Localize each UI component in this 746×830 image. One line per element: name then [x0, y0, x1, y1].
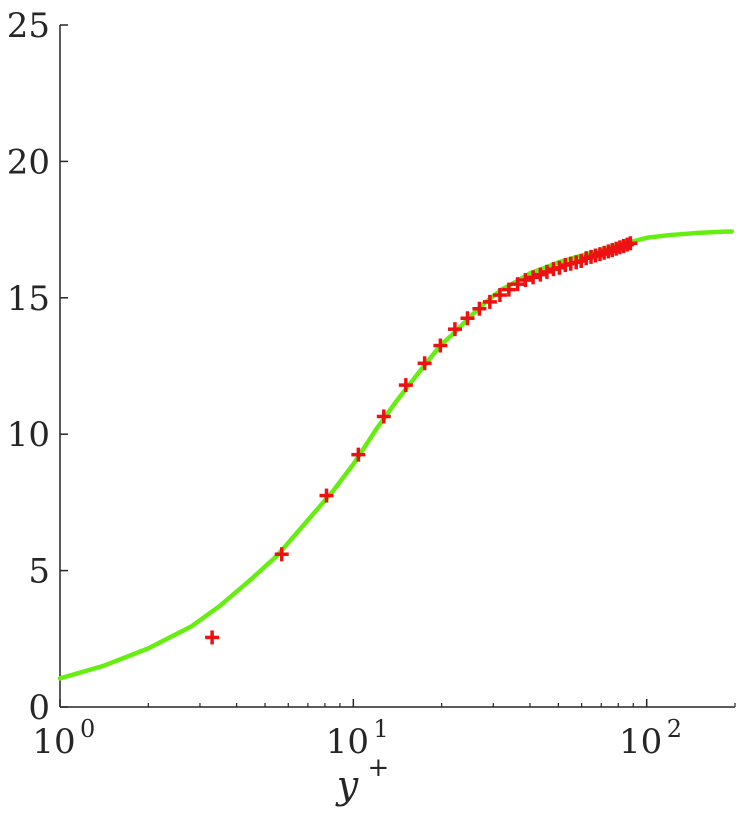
- data-point-marker: [376, 409, 391, 424]
- y-tick-label: 15: [7, 279, 50, 319]
- data-point-marker: [205, 630, 220, 645]
- data-point-marker: [510, 277, 525, 292]
- y-tick-label: 25: [7, 6, 50, 46]
- x-tick-exponent: 1: [373, 715, 388, 743]
- data-point-marker: [472, 301, 487, 316]
- x-tick-label: 10: [619, 722, 662, 762]
- y-tick-label: 0: [28, 688, 50, 728]
- x-tick-exponent: 2: [667, 715, 682, 743]
- data-point-marker: [351, 447, 366, 462]
- data-point-marker: [533, 267, 548, 282]
- series-line: [57, 229, 735, 681]
- data-point-marker: [274, 547, 289, 562]
- y-tick-label: 5: [28, 552, 50, 592]
- data-point-marker: [492, 288, 507, 303]
- data-point-marker: [433, 338, 448, 353]
- data-point-marker: [319, 488, 334, 503]
- data-point-marker: [518, 273, 533, 288]
- data-point-marker: [623, 236, 638, 251]
- data-point-marker: [501, 282, 516, 297]
- data-point-marker: [460, 311, 475, 326]
- x-tick-label: 10: [326, 722, 369, 762]
- x-axis-label: y: [335, 763, 359, 807]
- data-point-marker: [447, 322, 462, 337]
- data-point-marker: [398, 378, 413, 393]
- data-point-marker: [539, 264, 554, 279]
- data-point-marker: [526, 270, 541, 285]
- data-point-marker: [417, 356, 432, 371]
- data-point-marker: [482, 294, 497, 309]
- x-tick-label: 10: [32, 722, 75, 762]
- y-tick-label: 20: [7, 142, 50, 182]
- y-tick-label: 10: [7, 415, 50, 455]
- x-axis-label-superscript: +: [368, 753, 390, 783]
- x-tick-exponent: 0: [80, 715, 95, 743]
